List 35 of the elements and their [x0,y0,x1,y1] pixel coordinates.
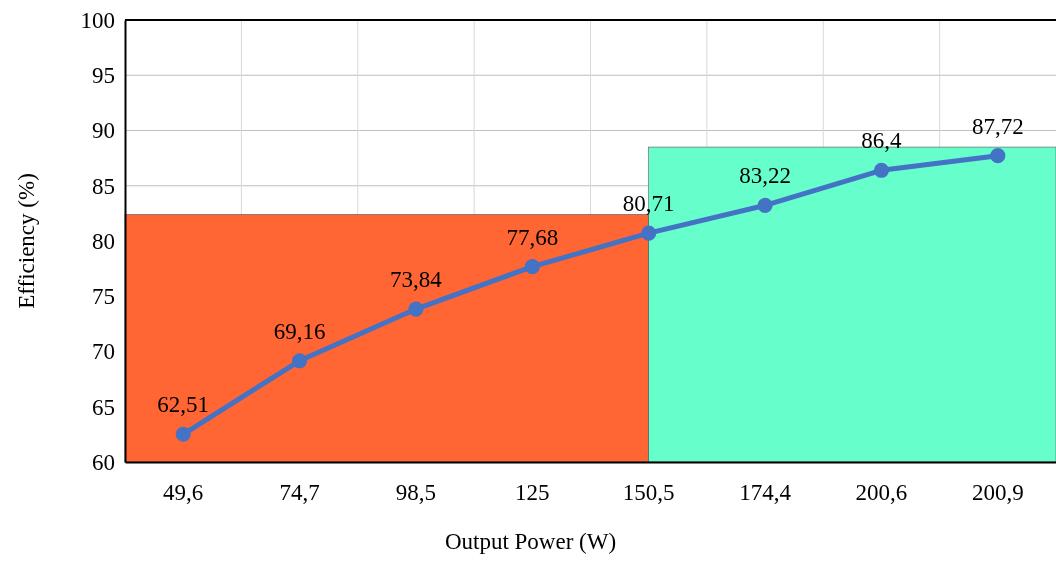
y-axis-title: Efficiency (%) [14,173,39,309]
data-label: 73,84 [390,267,443,293]
x-tick-label: 49,6 [163,480,204,506]
x-tick-label: 174,4 [739,480,792,506]
point [757,197,773,213]
data-label: 87,72 [971,113,1024,139]
data-label: 83,22 [739,163,791,189]
point [990,148,1006,164]
y-tick-label: 85 [92,173,115,199]
y-tick-label: 70 [92,339,115,365]
point [291,353,308,369]
y-tick-label: 90 [92,118,115,144]
x-tick-label: 98,5 [395,480,437,506]
data-label: 86,4 [861,128,903,154]
y-tick-label: 100 [80,7,115,33]
data-label: 69,16 [273,318,326,344]
y-tick-label: 75 [92,284,115,310]
y-tick-label: 60 [92,449,115,475]
x-axis-title: Output Power (W) [444,529,617,554]
point [175,426,191,442]
y-tick-label: 95 [92,63,115,89]
y-tick-label: 80 [92,228,115,254]
y-tick-label: 65 [92,394,115,420]
point [641,225,657,241]
point [873,162,890,178]
point [524,259,540,275]
data-label: 77,68 [506,224,559,250]
data-label: 80,71 [622,191,675,217]
x-tick-label: 200,6 [855,480,908,506]
x-tick-label: 200,9 [971,480,1024,506]
x-tick-label: 125 [515,480,550,506]
x-tick-label: 150,5 [622,480,675,506]
point [408,301,424,317]
data-label: 62,51 [157,392,210,418]
x-tick-label: 74,7 [279,480,320,506]
